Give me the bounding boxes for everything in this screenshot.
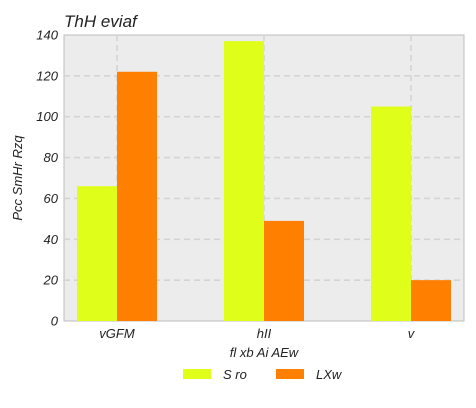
y-tick-label: 0 — [51, 314, 59, 329]
y-axis-label: Pcc SmHr Rzq — [10, 135, 25, 221]
bar-1-2 — [411, 280, 451, 321]
legend-swatch-0 — [183, 369, 211, 379]
y-tick-label: 20 — [43, 273, 59, 288]
chart-title: ThH eviaf — [64, 12, 139, 31]
bar-0-0 — [77, 186, 117, 321]
x-axis-ticks: vGFM hII v — [99, 326, 415, 341]
x-tick-label: vGFM — [99, 326, 135, 341]
bar-0-2 — [371, 106, 411, 321]
bar-0-1 — [224, 41, 264, 321]
bars — [77, 41, 451, 322]
legend-label-0: S ro — [223, 367, 247, 382]
y-tick-label: 80 — [44, 150, 59, 165]
y-tick-label: 120 — [36, 68, 58, 83]
legend-label-1: LXw — [316, 367, 343, 382]
y-tick-label: 100 — [36, 109, 58, 124]
y-tick-label: 40 — [44, 232, 59, 247]
bar-1-0 — [117, 71, 157, 322]
y-tick-label: 60 — [44, 191, 59, 206]
legend: S ro LXw — [183, 367, 343, 382]
x-axis-label: fl xb Ai AEw — [230, 345, 300, 360]
legend-swatch-1 — [276, 369, 304, 379]
bar-1-1 — [264, 220, 304, 321]
y-axis-ticks: 0 20 40 60 80 100 120 140 — [36, 28, 58, 329]
x-tick-label: hII — [257, 326, 272, 341]
x-tick-label: v — [408, 326, 416, 341]
y-tick-label: 140 — [36, 28, 58, 43]
